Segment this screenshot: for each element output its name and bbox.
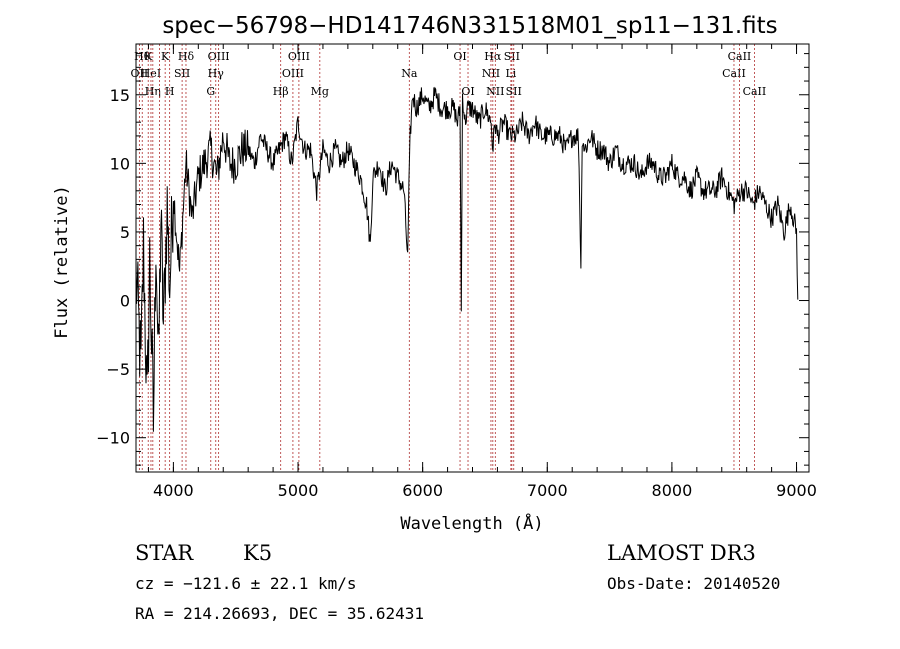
line-marker-label: Na <box>401 67 418 80</box>
line-marker-label: SII <box>506 85 522 98</box>
y-tick-label: −10 <box>96 429 130 448</box>
line-marker-label: Hβ <box>273 85 289 98</box>
line-marker-label: CaII <box>743 85 767 98</box>
redshift-cz: cz = −121.6 ± 22.1 km/s <box>135 574 357 593</box>
line-marker-label: SII <box>504 50 520 63</box>
line-marker-label: K <box>161 50 170 63</box>
y-tick-label: 10 <box>110 154 130 173</box>
line-marker-label: Hδ <box>178 50 195 63</box>
line-marker-label: Hη <box>145 85 161 98</box>
y-tick-label: −5 <box>106 360 130 379</box>
x-tick-label: 9000 <box>776 481 817 500</box>
x-tick-label: 6000 <box>402 481 443 500</box>
chart-title: spec−56798−HD141746N331518M01_sp11−131.f… <box>162 13 777 39</box>
line-marker-label: HeI <box>141 67 161 80</box>
x-tick-label: 8000 <box>652 481 693 500</box>
line-marker-label: Mg <box>311 85 329 98</box>
line-marker-label: OI <box>453 50 466 63</box>
observation-date: Obs-Date: 20140520 <box>607 574 780 593</box>
x-axis-label: Wavelength (Å) <box>400 512 543 534</box>
line-marker-label: Hγ <box>208 67 225 80</box>
object-class: STAR <box>135 541 194 565</box>
coordinates: RA = 214.26693, DEC = 35.62431 <box>135 604 424 623</box>
line-marker-label: Li <box>505 67 516 80</box>
y-tick-label: 5 <box>120 223 130 242</box>
y-tick-label: 15 <box>110 86 130 105</box>
line-marker-label: OI <box>461 85 474 98</box>
line-marker-label: OIII <box>282 67 304 80</box>
line-marker-label: OIII <box>288 50 310 63</box>
line-marker-label: G <box>206 85 215 98</box>
spectrum-series <box>135 86 799 432</box>
y-tick-label: 0 <box>120 292 130 311</box>
line-marker-label: SII <box>174 67 190 80</box>
line-marker-label: NII <box>486 85 504 98</box>
line-marker-label: NII <box>482 67 500 80</box>
object-subclass: K5 <box>243 541 272 565</box>
y-axis-label: Flux (relative) <box>52 185 72 339</box>
x-tick-label: 4000 <box>153 481 194 500</box>
line-marker-label: H <box>165 85 175 98</box>
line-marker-label: CaII <box>728 50 752 63</box>
line-marker-label: CaII <box>722 67 746 80</box>
line-marker-label: K <box>144 50 153 63</box>
x-tick-label: 5000 <box>278 481 319 500</box>
survey-name: LAMOST DR3 <box>607 541 756 565</box>
line-marker-label: OII <box>131 67 149 80</box>
x-tick-label: 7000 <box>527 481 568 500</box>
line-marker-label: OIII <box>208 50 230 63</box>
spectrum-line <box>135 86 799 432</box>
axes: 4000 5000 6000 7000 8000 9000 −10 −5 0 5 10 15 <box>96 43 817 500</box>
line-marker-label: Hα <box>484 50 502 63</box>
emission-line-markers: HθOIIKHeIHηKHSIIHδGHγOIIIHβOIIIOIIIMgNaO… <box>131 44 767 472</box>
